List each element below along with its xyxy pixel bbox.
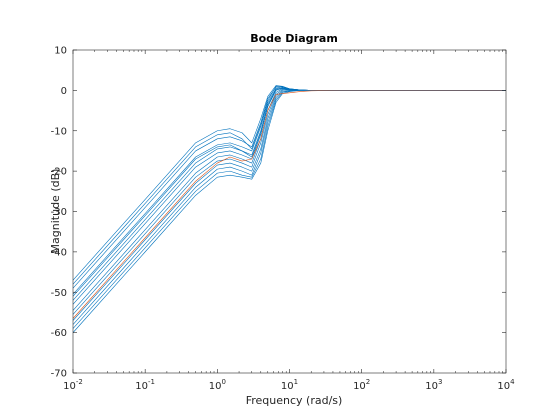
y-tick-label: 10 xyxy=(54,46,67,57)
x-tick-label: 100 xyxy=(209,378,226,392)
y-tick-label: 0 xyxy=(61,86,67,97)
y-tick-label: -60 xyxy=(51,328,67,339)
tick-marks xyxy=(72,49,507,374)
x-tick-label: 102 xyxy=(353,378,370,392)
x-tick-label: 104 xyxy=(497,378,515,392)
y-tick-label: -50 xyxy=(51,288,67,299)
y-tick-label: -40 xyxy=(51,247,67,258)
x-tick-label: 10-1 xyxy=(135,378,155,392)
axes-background xyxy=(73,50,506,373)
y-tick-label: -10 xyxy=(51,126,67,137)
y-tick-label: -30 xyxy=(51,207,67,218)
nominal-response-line xyxy=(73,90,506,319)
y-tick-label: -70 xyxy=(51,369,67,380)
y-axis-label: Magnitude (dB) xyxy=(49,169,62,254)
x-tick-label: 103 xyxy=(425,378,442,392)
x-tick-label: 10-2 xyxy=(63,378,83,392)
chart-title: Bode Diagram xyxy=(250,32,338,45)
y-tick-label: -20 xyxy=(51,167,67,178)
x-axis-label: Frequency (rad/s) xyxy=(246,394,343,407)
x-tick-label: 101 xyxy=(281,378,298,392)
plot-area xyxy=(73,85,506,333)
